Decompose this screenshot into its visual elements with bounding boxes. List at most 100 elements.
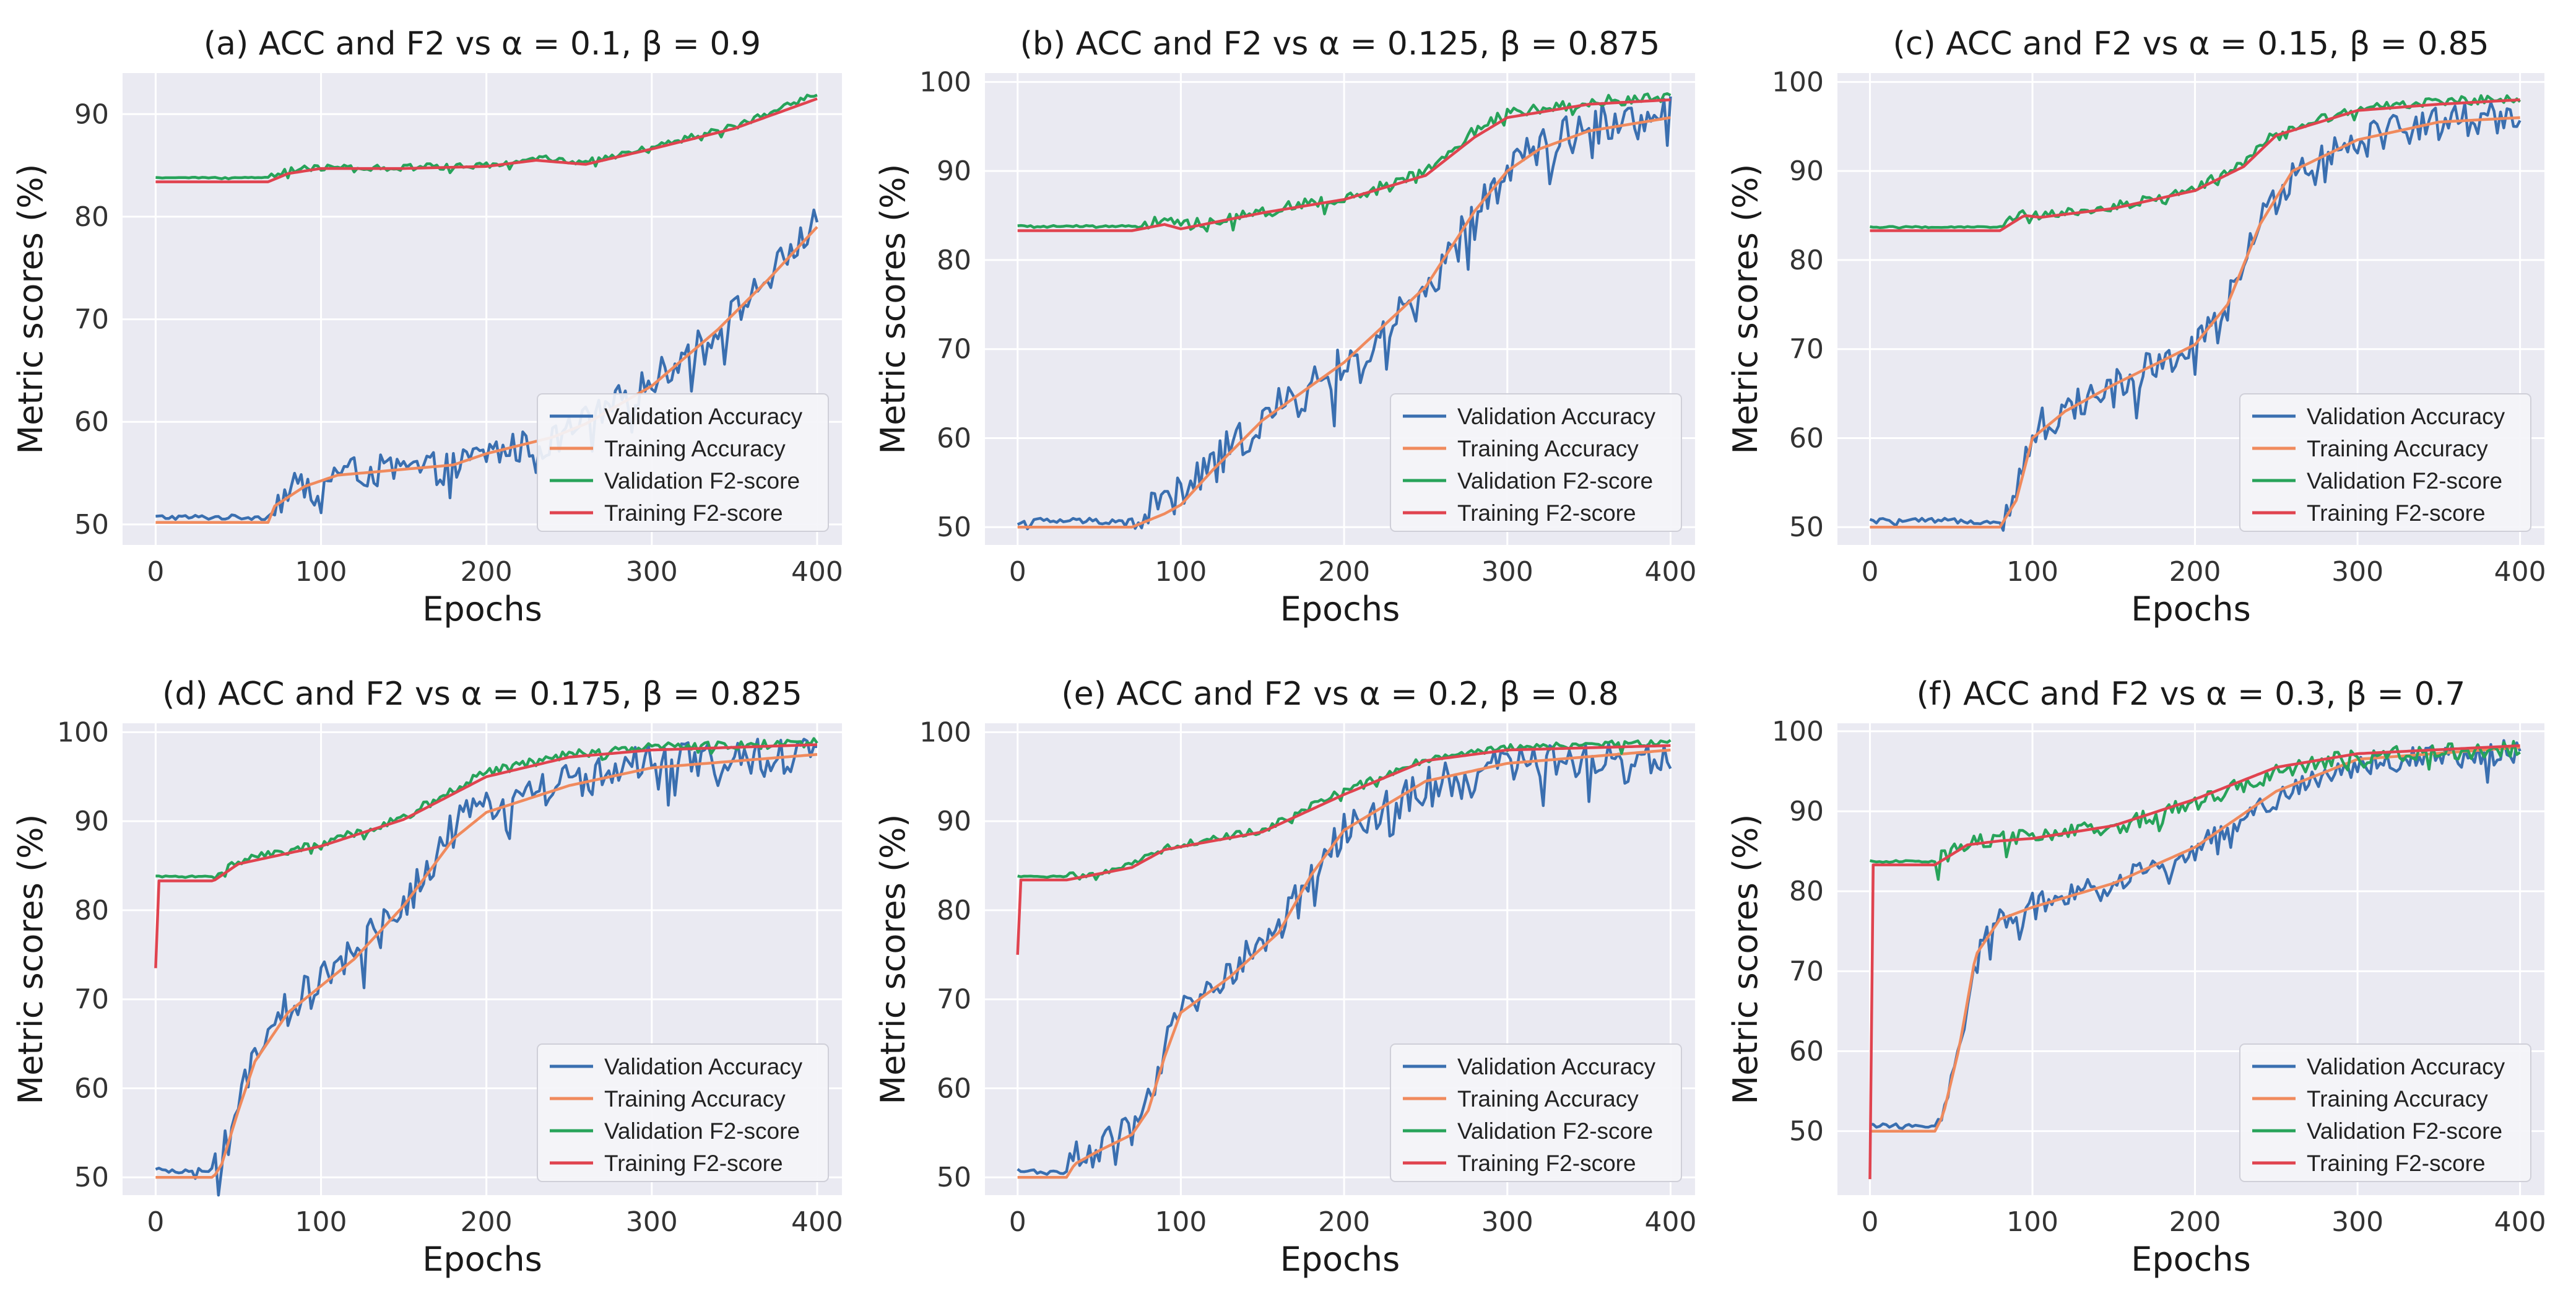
- series-line-val-f2: [1017, 92, 1672, 233]
- series-line-val-acc: [1017, 741, 1672, 1176]
- series-line-train-f2: [155, 97, 818, 183]
- series-line-train-acc: [155, 225, 818, 524]
- legend-entry: Validation Accuracy: [604, 404, 803, 429]
- legend-entry: Training F2-score: [604, 1151, 783, 1176]
- y-tick-label: 90: [937, 155, 971, 187]
- legend-entry: Training F2-score: [2307, 1151, 2486, 1176]
- y-tick-label: 70: [937, 984, 971, 1016]
- legend-box: [1390, 1043, 1682, 1182]
- series-line-train-f2: [1870, 98, 2520, 232]
- x-axis-label: Epochs: [422, 1240, 542, 1279]
- x-tick-label: 200: [2169, 556, 2221, 588]
- series-line-train-acc: [1017, 748, 1671, 1179]
- series-line-val-f2: [155, 737, 818, 880]
- chart-title: (a) ACC and F2 vs α = 0.1, β = 0.9: [204, 25, 761, 63]
- y-tick-label: 60: [937, 422, 971, 454]
- y-tick-label: 50: [74, 1162, 109, 1193]
- y-tick-label: 70: [1789, 334, 1824, 365]
- x-tick-label: 400: [791, 1206, 843, 1238]
- y-tick-label: 80: [937, 245, 971, 276]
- series-line-train-f2: [1868, 744, 2520, 1180]
- y-tick-label: 50: [937, 512, 971, 543]
- chart-title: (c) ACC and F2 vs α = 0.15, β = 0.85: [1893, 25, 2489, 63]
- chart-title: (e) ACC and F2 vs α = 0.2, β = 0.8: [1061, 676, 1618, 713]
- series-line-train-acc: [1017, 116, 1671, 529]
- series-line-val-acc: [1017, 96, 1672, 531]
- y-tick-label: 80: [937, 895, 971, 926]
- x-tick-label: 100: [2006, 1206, 2058, 1238]
- y-tick-label: 50: [1789, 512, 1824, 543]
- legend-entry: Training Accuracy: [1457, 436, 1639, 461]
- x-tick-label: 300: [626, 1206, 678, 1238]
- chart-panel-a: 0 100 200 300 400 50 60 70 80 90 (a) ACC and F2 vs…: [11, 25, 843, 629]
- legend-entry: Training Accuracy: [2307, 436, 2488, 461]
- y-tick-label: 50: [937, 1162, 971, 1193]
- legend-box: [537, 1043, 829, 1182]
- legend: Validation Accuracy Training Accuracy Vali…: [1390, 393, 1682, 532]
- legend-entry: Validation F2-score: [604, 468, 800, 494]
- x-tick-label: 300: [1481, 1206, 1533, 1238]
- y-axis-label: Metric scores (%): [11, 164, 50, 455]
- legend-box: [2239, 393, 2531, 532]
- chart-panel-f: 0 100 200 300 400 50 60 70 80 90 100 (f) ACC and F2…: [1726, 676, 2546, 1279]
- x-tick-label: 300: [1481, 556, 1533, 588]
- legend-entry: Validation Accuracy: [1457, 404, 1656, 429]
- legend-entry: Training Accuracy: [604, 436, 786, 461]
- x-tick-label: 400: [2494, 556, 2546, 588]
- legend-box: [537, 393, 829, 532]
- y-tick-label: 70: [1789, 956, 1824, 987]
- legend-entry: Validation F2-score: [1457, 1118, 1653, 1144]
- x-tick-label: 400: [791, 556, 843, 588]
- chart-panel-e: 0 100 200 300 400 50 60 70 80 90 100 (e) ACC and F2…: [874, 676, 1696, 1279]
- legend: Validation Accuracy Training Accuracy Vali…: [2239, 393, 2531, 532]
- legend-entry: Training F2-score: [2307, 500, 2486, 526]
- y-tick-label: 100: [1772, 66, 1824, 98]
- legend-box: [1390, 393, 1682, 532]
- x-tick-label: 100: [1155, 1206, 1207, 1238]
- x-tick-label: 400: [1644, 1206, 1696, 1238]
- y-tick-label: 100: [1772, 716, 1824, 747]
- y-tick-label: 100: [57, 716, 109, 748]
- legend: Validation Accuracy Training Accuracy Vali…: [537, 1043, 829, 1182]
- series-line-train-f2: [1017, 98, 1671, 232]
- y-tick-label: 60: [937, 1073, 971, 1104]
- x-axis-label: Epochs: [422, 590, 542, 629]
- legend-entry: Validation Accuracy: [604, 1054, 803, 1079]
- legend-entry: Training Accuracy: [604, 1086, 786, 1112]
- x-tick-label: 300: [2331, 556, 2383, 588]
- y-tick-label: 80: [74, 201, 109, 233]
- series-line-train-acc: [155, 753, 818, 1179]
- legend: Validation Accuracy Training Accuracy Vali…: [2239, 1043, 2531, 1182]
- chart-panel-c: 0 100 200 300 400 50 60 70 80 90 100 (c) ACC and F2…: [1726, 25, 2546, 629]
- legend: Validation Accuracy Training Accuracy Vali…: [537, 393, 829, 532]
- y-axis-label: Metric scores (%): [1726, 814, 1765, 1105]
- series-line-train-f2: [154, 743, 817, 969]
- legend-box: [2239, 1043, 2531, 1182]
- x-tick-label: 0: [1862, 1206, 1879, 1238]
- x-tick-label: 200: [1318, 1206, 1370, 1238]
- legend: Validation Accuracy Training Accuracy Vali…: [1390, 1043, 1682, 1182]
- y-tick-label: 80: [1789, 245, 1824, 276]
- x-tick-label: 100: [295, 556, 347, 588]
- series-line-val-acc: [155, 738, 818, 1197]
- chart-panel-d: 0 100 200 300 400 50 60 70 80 90 100 (d) ACC and F2…: [11, 676, 843, 1279]
- legend-entry: Training Accuracy: [2307, 1086, 2488, 1112]
- series-line-train-acc: [1870, 116, 2520, 529]
- y-axis-label: Metric scores (%): [1726, 164, 1765, 455]
- legend-entry: Training F2-score: [604, 500, 783, 526]
- y-axis-label: Metric scores (%): [874, 814, 913, 1105]
- x-axis-label: Epochs: [2131, 590, 2250, 629]
- legend-entry: Training F2-score: [1457, 1151, 1636, 1176]
- chart-title: (d) ACC and F2 vs α = 0.175, β = 0.825: [162, 676, 802, 713]
- legend-entry: Training Accuracy: [1457, 1086, 1639, 1112]
- series-line-train-f2: [1016, 744, 1671, 955]
- x-tick-label: 200: [2169, 1206, 2221, 1238]
- x-tick-label: 100: [1155, 556, 1207, 588]
- x-tick-label: 0: [147, 1206, 164, 1238]
- series-line-val-acc: [155, 208, 819, 521]
- legend-entry: Training F2-score: [1457, 500, 1636, 526]
- x-tick-label: 0: [147, 556, 164, 588]
- x-axis-label: Epochs: [1280, 1240, 1400, 1279]
- y-tick-label: 60: [74, 406, 109, 438]
